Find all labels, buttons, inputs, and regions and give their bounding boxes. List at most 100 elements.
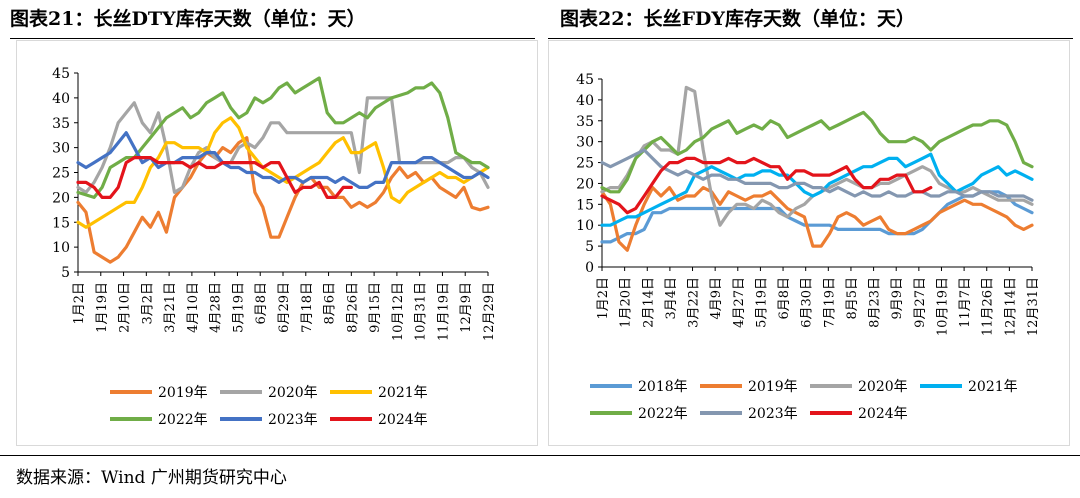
series-line-2023 (76, 131, 490, 189)
x-tick-label: 9月15日 (368, 282, 383, 333)
legend-item-2022: 2022年 (590, 406, 688, 422)
x-tick-label: 3月4日 (664, 277, 679, 320)
series-line-2023 (600, 148, 1034, 202)
y-tick-label: 30 (52, 141, 70, 157)
series-line-2022 (600, 110, 1034, 194)
legend-label: 2020年 (858, 379, 908, 395)
series-line-2020 (600, 85, 1034, 227)
y-tick-label: 0 (585, 260, 594, 276)
legend-item-2023: 2023年 (700, 406, 798, 422)
data-source-note: 数据来源：Wind 广州期货研究中心 (16, 468, 287, 488)
legend-label: 2023年 (268, 412, 318, 428)
x-tick-label: 9月27日 (913, 277, 928, 328)
x-tick-label: 6月29日 (277, 282, 292, 333)
legend-label: 2024年 (858, 406, 908, 422)
x-tick-label: 4月27日 (732, 277, 747, 328)
y-tick-label: 25 (52, 166, 70, 182)
x-tick-label: 12月29日 (482, 282, 497, 341)
chart-22-frame (548, 40, 1070, 446)
y-tick-label: 40 (576, 93, 594, 109)
y-tick-label: 15 (52, 215, 70, 231)
x-tick-label: 2月14日 (641, 277, 656, 328)
legend-item-2020: 2020年 (220, 385, 318, 401)
chart-22-title: 图表22：长丝FDY库存天数（单位：天） (560, 8, 915, 30)
chart-21-frame (16, 40, 538, 446)
x-tick-label: 11月26日 (981, 277, 996, 336)
x-tick-label: 6月8日 (254, 282, 269, 325)
x-tick-label: 1月2日 (596, 277, 611, 320)
y-tick-label: 40 (52, 91, 70, 107)
y-tick-label: 5 (585, 239, 594, 255)
series-line-2024 (600, 156, 933, 215)
y-tick-label: 35 (52, 116, 70, 132)
legend-item-2021: 2021年 (330, 385, 428, 401)
y-tick-label: 35 (576, 114, 594, 130)
legend-item-2021: 2021年 (920, 379, 1018, 395)
x-tick-label: 4月10日 (186, 282, 201, 333)
chart-22-plot: 0 5 10 15 20 25 30 35 40 45 1月2日 1月20日 2月14日 3月4日 3月22… (576, 72, 1041, 422)
legend-label: 2022年 (638, 406, 688, 422)
x-tick-label: 5月19日 (754, 277, 769, 328)
chart-21-plot: 5 10 15 20 25 30 35 40 45 1月2日 1月19日 2月10日 3月2日 3月21日… (52, 66, 497, 428)
legend-label: 2019年 (158, 385, 208, 401)
series-line-2019 (76, 136, 490, 264)
legend-item-2024: 2024年 (330, 412, 428, 428)
x-tick-label: 3月21日 (163, 282, 178, 333)
legend-label: 2024年 (378, 412, 428, 428)
x-tick-label: 12月9日 (459, 282, 474, 333)
legend-item-2023: 2023年 (220, 412, 318, 428)
x-tick-label: 8月23日 (868, 277, 883, 328)
x-tick-label: 1月2日 (72, 282, 87, 325)
legend-label: 2023年 (748, 406, 798, 422)
x-tick-label: 6月8日 (777, 277, 792, 320)
legend-item-2024: 2024年 (810, 406, 908, 422)
legend-label: 2021年 (378, 385, 428, 401)
y-tick-label: 30 (576, 135, 594, 151)
x-tick-label: 1月19日 (95, 282, 110, 333)
legend-label: 2020年 (268, 385, 318, 401)
x-tick-label: 7月19日 (822, 277, 837, 328)
series-line-2024 (76, 156, 353, 199)
series-line-2021 (600, 152, 1034, 227)
y-tick-label: 20 (52, 190, 70, 206)
x-tick-label: 5月19日 (231, 282, 246, 333)
source-divider (0, 455, 1080, 456)
legend-label: 2019年 (748, 379, 798, 395)
x-tick-label: 7月18日 (300, 282, 315, 333)
legend-item-2019: 2019年 (110, 385, 208, 401)
x-tick-label: 12月14日 (1003, 277, 1018, 336)
series-line-2022 (76, 76, 490, 199)
x-tick-label: 12月31日 (1026, 277, 1041, 336)
y-tick-label: 15 (576, 197, 594, 213)
x-tick-label: 8月26日 (345, 282, 360, 333)
y-tick-label: 20 (576, 176, 594, 192)
chart-21-title: 图表21：长丝DTY库存天数（单位：天） (10, 8, 366, 30)
x-tick-label: 8月6日 (323, 282, 338, 325)
x-tick-label: 8月5日 (845, 277, 860, 320)
x-tick-label: 10月19日 (935, 277, 950, 336)
series-line-2019 (600, 186, 1034, 252)
x-tick-label: 10月12日 (391, 282, 406, 341)
y-tick-label: 10 (576, 218, 594, 234)
series-line-2018 (600, 190, 1034, 244)
legend-label: 2022年 (158, 412, 208, 428)
x-tick-label: 11月19日 (436, 282, 451, 341)
title-underline-right (548, 38, 1073, 39)
x-tick-label: 9月9日 (890, 277, 905, 320)
y-tick-label: 5 (61, 265, 70, 281)
x-tick-label: 4月9日 (709, 277, 724, 320)
series-line-2020 (76, 96, 490, 194)
legend-label: 2018年 (638, 379, 688, 395)
legend-item-2018: 2018年 (590, 379, 688, 395)
y-tick-label: 45 (52, 66, 70, 82)
x-tick-label: 2月10日 (118, 282, 133, 333)
x-tick-label: 3月22日 (687, 277, 702, 328)
legend-item-2022: 2022年 (110, 412, 208, 428)
legend-item-2020: 2020年 (810, 379, 908, 395)
y-tick-label: 45 (576, 72, 594, 88)
title-underline-left (10, 38, 535, 39)
x-tick-label: 1月20日 (619, 277, 634, 328)
x-tick-label: 11月7日 (958, 277, 973, 328)
x-tick-label: 6月30日 (800, 277, 815, 328)
